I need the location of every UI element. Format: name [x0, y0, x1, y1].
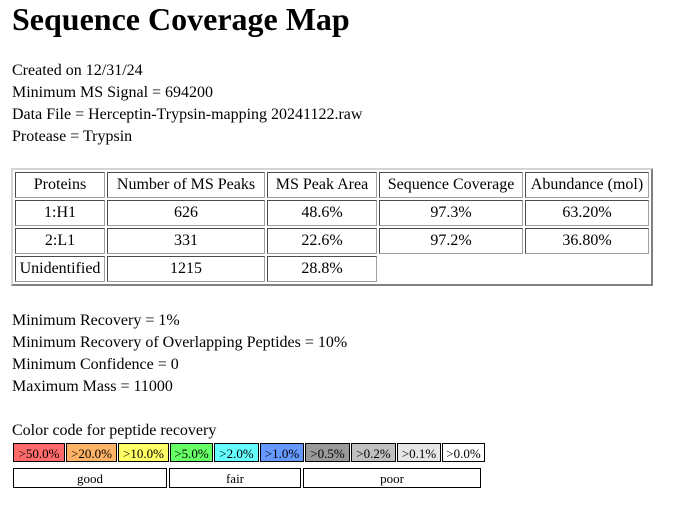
header-proteins: Proteins — [15, 172, 105, 198]
legend-group-good: good — [13, 468, 167, 488]
cell-abundance: 36.80% — [525, 228, 649, 254]
search-parameters: Minimum Recovery = 1% Minimum Recovery o… — [12, 310, 347, 398]
cell-seq-coverage: 97.2% — [379, 228, 523, 254]
table-header-row: Proteins Number of MS Peaks MS Peak Area… — [15, 172, 649, 198]
cell-empty — [379, 256, 523, 282]
swatch-10: >10.0% — [118, 443, 169, 462]
swatch-0-1: >0.1% — [397, 443, 441, 462]
cell-seq-coverage: 97.3% — [379, 200, 523, 226]
legend-group-poor: poor — [303, 468, 481, 488]
header-abundance: Abundance (mol) — [525, 172, 649, 198]
cell-ms-peaks: 1215 — [107, 256, 265, 282]
min-confidence: Minimum Confidence = 0 — [12, 356, 179, 373]
cell-ms-peaks: 331 — [107, 228, 265, 254]
cell-protein: 1:H1 — [15, 200, 105, 226]
cell-abundance: 63.20% — [525, 200, 649, 226]
file-info: Created on 12/31/24 Minimum MS Signal = … — [12, 60, 362, 148]
created-date: Created on 12/31/24 — [12, 62, 143, 79]
cell-peak-area: 28.8% — [267, 256, 377, 282]
cell-peak-area: 22.6% — [267, 228, 377, 254]
header-seq-coverage: Sequence Coverage — [379, 172, 523, 198]
protease: Protease = Trypsin — [12, 128, 133, 145]
table-row: Unidentified 1215 28.8% — [15, 256, 649, 282]
min-overlap-recovery: Minimum Recovery of Overlapping Peptides… — [12, 334, 348, 351]
header-peak-area: MS Peak Area — [267, 172, 377, 198]
cell-peak-area: 48.6% — [267, 200, 377, 226]
table-row: 1:H1 626 48.6% 97.3% 63.20% — [15, 200, 649, 226]
page-title: Sequence Coverage Map — [12, 1, 350, 37]
header-ms-peaks: Number of MS Peaks — [107, 172, 265, 198]
min-ms-signal: Minimum MS Signal = 694200 — [12, 84, 214, 101]
protein-summary-table: Proteins Number of MS Peaks MS Peak Area… — [11, 168, 653, 286]
table-row: 2:L1 331 22.6% 97.2% 36.80% — [15, 228, 649, 254]
cell-ms-peaks: 626 — [107, 200, 265, 226]
swatch-0-2: >0.2% — [351, 443, 396, 462]
swatch-2: >2.0% — [214, 443, 259, 462]
max-mass: Maximum Mass = 11000 — [12, 378, 173, 395]
color-legend: >50.0% >20.0% >10.0% >5.0% >2.0% >1.0% >… — [13, 443, 485, 462]
swatch-0-5: >0.5% — [305, 443, 350, 462]
cell-empty — [525, 256, 649, 282]
color-legend-title: Color code for peptide recovery — [12, 422, 217, 439]
cell-protein: Unidentified — [15, 256, 105, 282]
swatch-50: >50.0% — [13, 443, 65, 462]
swatch-0-0: >0.0% — [442, 443, 485, 462]
data-file: Data File = Herceptin-Trypsin-mapping 20… — [12, 106, 363, 123]
swatch-5: >5.0% — [170, 443, 213, 462]
swatch-1: >1.0% — [260, 443, 304, 462]
cell-protein: 2:L1 — [15, 228, 105, 254]
min-recovery: Minimum Recovery = 1% — [12, 312, 180, 329]
legend-group-fair: fair — [169, 468, 301, 488]
swatch-20: >20.0% — [66, 443, 117, 462]
